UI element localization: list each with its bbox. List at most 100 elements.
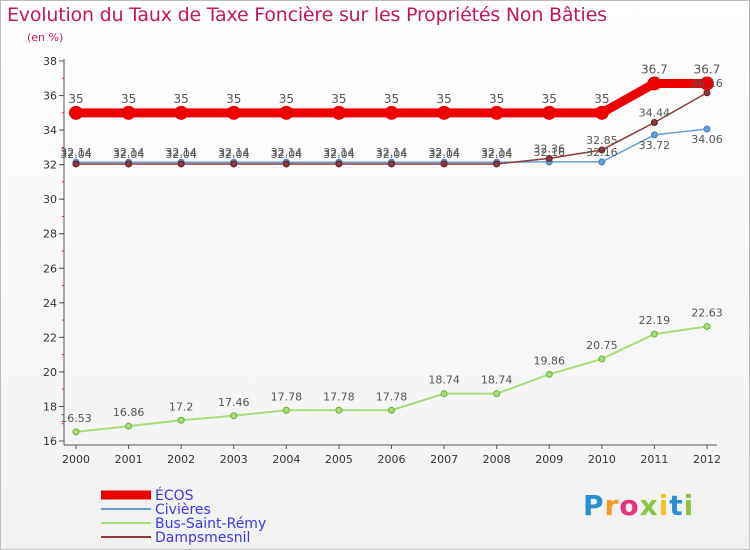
data-label: 17.2 — [169, 400, 194, 413]
data-point — [125, 160, 133, 168]
data-point — [703, 322, 711, 330]
logo-letter: t — [669, 489, 684, 522]
data-label: 35 — [331, 92, 346, 106]
data-point — [493, 160, 501, 168]
y-tick-label: 16 — [43, 435, 57, 448]
data-label: 32.14 — [428, 146, 460, 159]
data-point — [282, 406, 290, 414]
data-point — [440, 160, 448, 168]
data-point — [69, 105, 83, 120]
data-label: 32.04 — [428, 148, 460, 161]
x-tick-label: 2012 — [693, 453, 721, 466]
data-label: 35 — [279, 92, 294, 106]
data-label: 32.04 — [60, 148, 92, 161]
data-label: 32.14 — [323, 146, 355, 159]
data-point — [598, 146, 606, 154]
data-point — [542, 105, 557, 120]
data-label: 32.04 — [481, 148, 513, 161]
data-label: 35 — [384, 92, 399, 106]
y-tick-label: 20 — [43, 366, 57, 379]
data-label: 32.14 — [165, 146, 197, 159]
data-label: 19.86 — [534, 354, 566, 367]
data-point — [703, 89, 711, 97]
x-tick-label: 2005 — [325, 453, 353, 466]
x-tick-label: 2001 — [115, 453, 143, 466]
data-label: 32.14 — [60, 146, 92, 159]
data-label: 36.7 — [641, 62, 668, 76]
data-point — [121, 105, 136, 120]
x-tick-label: 2011 — [640, 453, 668, 466]
x-tick-label: 2006 — [378, 453, 406, 466]
data-point — [650, 131, 658, 139]
data-label: 18.74 — [481, 374, 513, 387]
data-point — [177, 416, 185, 424]
data-point — [703, 125, 711, 133]
data-label: 32.36 — [534, 142, 566, 155]
data-point — [545, 154, 553, 162]
x-tick-label: 2004 — [272, 453, 300, 466]
y-tick-label: 36 — [43, 90, 57, 103]
data-label: 32.04 — [165, 148, 197, 161]
data-point — [226, 105, 241, 120]
data-label: 35 — [594, 92, 609, 106]
data-point — [72, 428, 80, 436]
data-label: 20.75 — [586, 339, 618, 352]
data-label: 17.78 — [376, 390, 408, 403]
data-point — [388, 160, 395, 168]
y-tick-label: 28 — [43, 228, 57, 241]
data-label: 16.53 — [60, 412, 92, 425]
series-dampsmesnil — [72, 89, 711, 168]
data-point — [647, 76, 662, 91]
legend-label: ÉCOS — [155, 487, 194, 504]
data-point — [230, 160, 238, 168]
data-point — [650, 118, 658, 126]
data-label: 34.06 — [691, 133, 723, 146]
x-tick-label: 2003 — [220, 453, 248, 466]
logo-letter: P — [583, 489, 605, 522]
legend-label: Civières — [155, 502, 211, 518]
data-label: 32.85 — [586, 134, 618, 147]
data-label: 32.04 — [271, 148, 303, 161]
data-label: 33.72 — [639, 139, 671, 152]
legend-item: Bus-Saint-Rémy — [101, 516, 266, 532]
y-tick-label: 30 — [43, 193, 57, 206]
data-point — [598, 355, 606, 363]
data-point — [489, 105, 504, 120]
series--cos — [69, 76, 714, 120]
data-label: 32.14 — [113, 146, 145, 159]
data-label: 18.74 — [428, 374, 460, 387]
x-tick-label: 2007 — [430, 453, 458, 466]
data-label: 35 — [542, 92, 557, 106]
legend-label: Dampsmesnil — [155, 530, 250, 546]
data-point — [177, 160, 185, 168]
data-label: 32.16 — [586, 146, 618, 159]
data-label: 17.78 — [271, 390, 303, 403]
data-label: 34.44 — [639, 106, 671, 119]
legend-item: Civières — [101, 502, 211, 518]
data-point — [282, 160, 290, 168]
data-label: 17.78 — [323, 390, 355, 403]
logo-letter: i — [683, 489, 695, 522]
data-label: 36.7 — [694, 62, 721, 76]
data-label: 32.14 — [481, 146, 513, 159]
data-label: 32.14 — [271, 146, 303, 159]
x-tick-label: 2002 — [167, 453, 195, 466]
data-point — [125, 422, 133, 430]
x-tick-label: 2008 — [483, 453, 511, 466]
data-label: 22.63 — [691, 306, 723, 319]
legend-label: Bus-Saint-Rémy — [155, 516, 266, 532]
data-label: 35 — [174, 92, 189, 106]
y-tick-label: 24 — [43, 297, 57, 310]
data-label: 32.16 — [534, 146, 566, 159]
data-label: 32.04 — [376, 148, 408, 161]
data-point — [72, 160, 80, 168]
data-label: 35 — [68, 92, 83, 106]
data-label: 35 — [226, 92, 241, 106]
y-tick-label: 22 — [43, 331, 57, 344]
data-label: 35 — [121, 92, 136, 106]
data-label: 22.19 — [639, 314, 671, 327]
data-point — [384, 105, 399, 120]
data-point — [335, 406, 343, 414]
